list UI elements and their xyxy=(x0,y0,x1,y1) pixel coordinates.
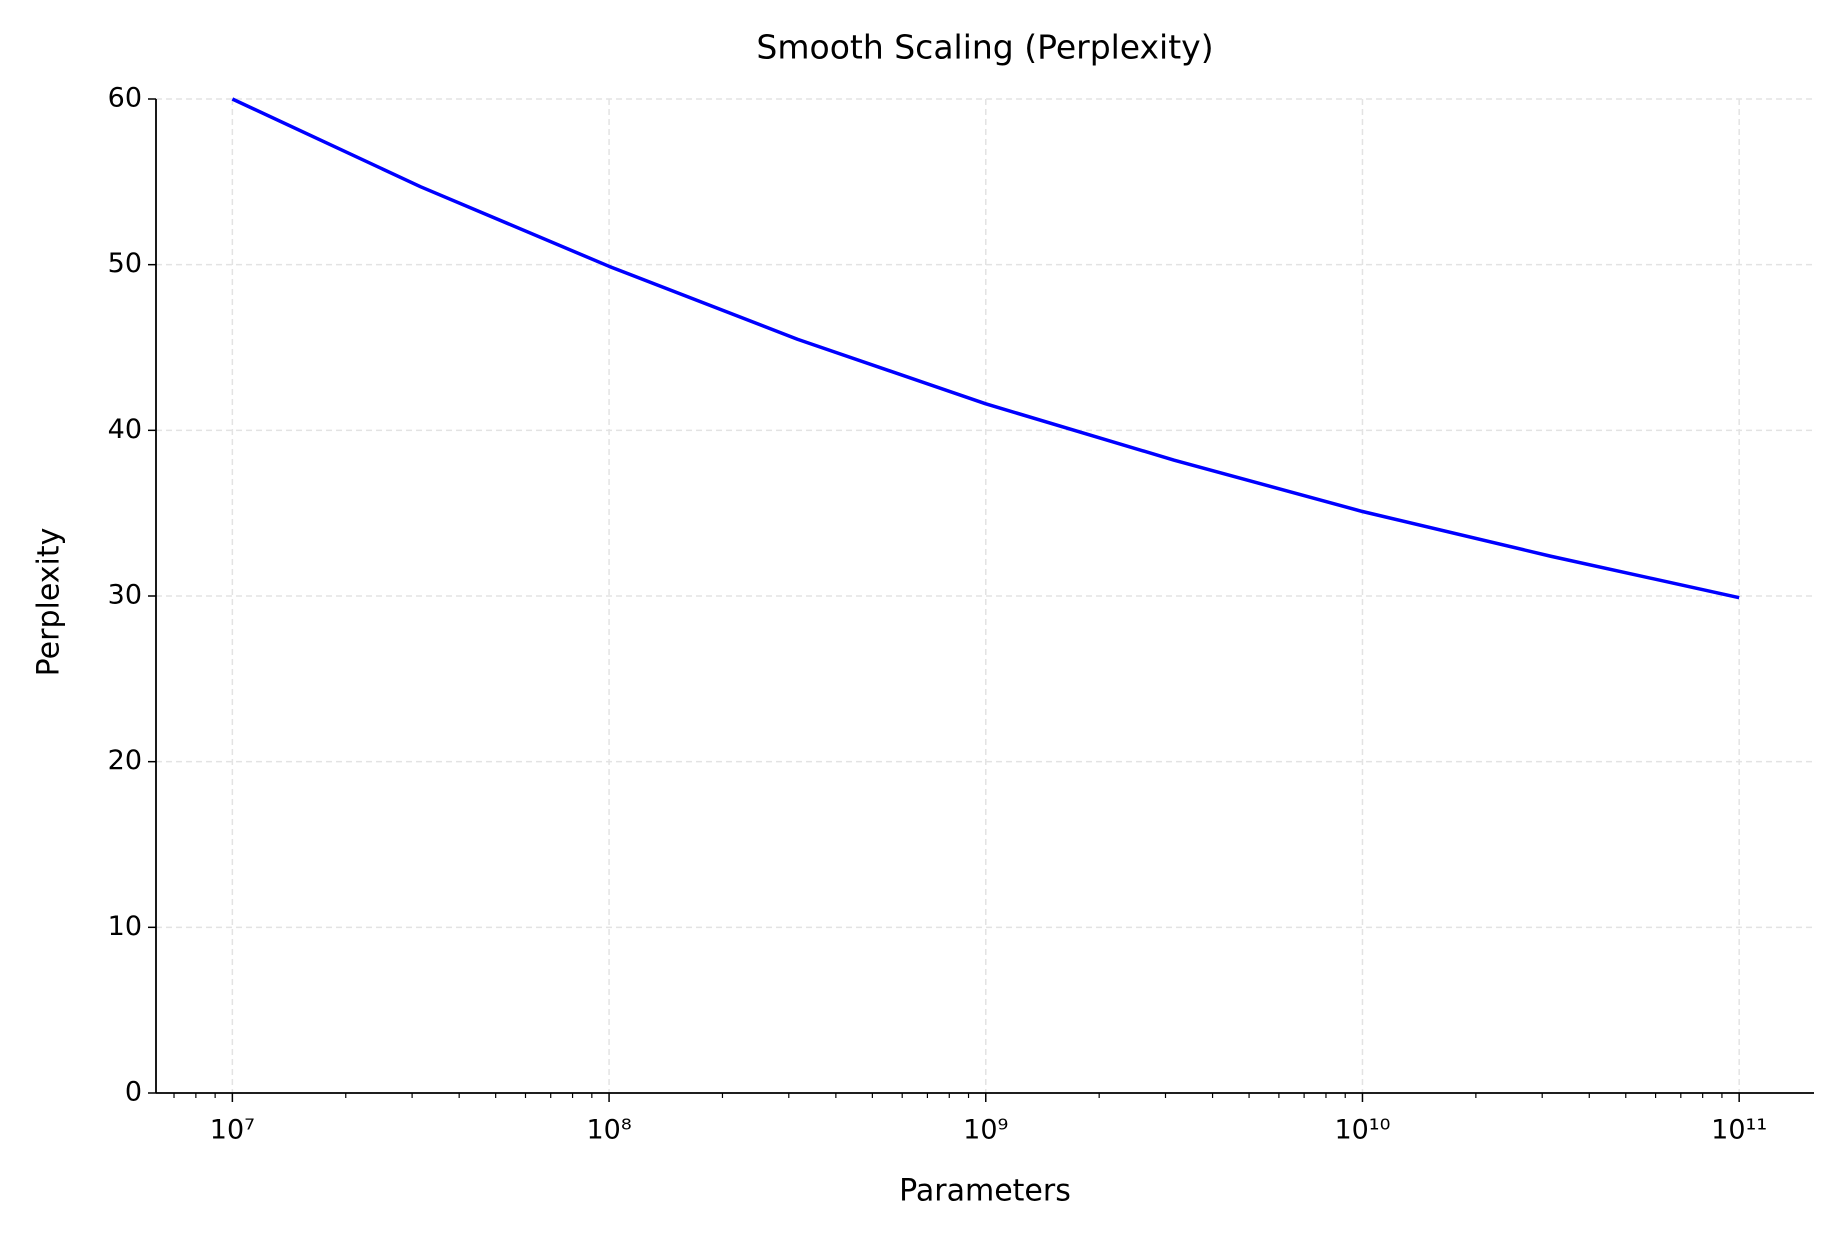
y-tick-label: 0 xyxy=(125,1077,142,1108)
y-axis-label: Perplexity xyxy=(32,528,67,677)
chart-title: Smooth Scaling (Perplexity) xyxy=(756,28,1213,67)
x-tick-label: 10⁷ xyxy=(210,1115,255,1146)
x-tick-label: 10⁸ xyxy=(586,1115,631,1146)
y-tick-label: 60 xyxy=(108,83,142,114)
y-tick-label: 20 xyxy=(108,745,142,776)
x-tick-label: 10¹⁰ xyxy=(1334,1115,1390,1146)
y-tick-label: 50 xyxy=(108,248,142,279)
y-tick-label: 10 xyxy=(108,911,142,942)
x-tick-label: 10¹¹ xyxy=(1711,1115,1767,1146)
x-tick-label: 10⁹ xyxy=(963,1115,1008,1146)
y-tick-label: 40 xyxy=(108,414,142,445)
line-series xyxy=(231,97,1740,600)
x-axis-label: Parameters xyxy=(899,1174,1071,1209)
y-tick-label: 30 xyxy=(108,580,142,611)
